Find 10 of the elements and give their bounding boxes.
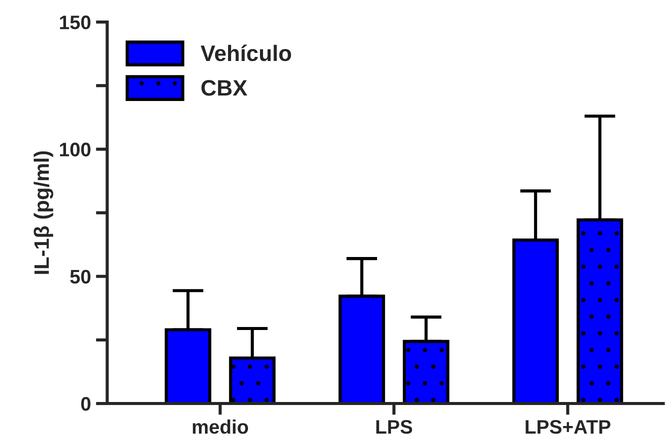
y-tick-label: 50 [70, 270, 90, 284]
y-tick-label: 0 [81, 396, 90, 411]
legend-label: Vehículo [200, 44, 292, 62]
x-tick-label: medio [192, 419, 248, 434]
x-tick-label: LPS+ATP [526, 420, 610, 434]
legend-label: CBX [201, 80, 248, 96]
x-tick-label: LPS [376, 420, 412, 434]
y-axis-title: IL-1β (pg/ml) [34, 151, 54, 274]
y-tick-label: 150 [60, 16, 90, 30]
y-tick-label: 100 [60, 142, 90, 156]
